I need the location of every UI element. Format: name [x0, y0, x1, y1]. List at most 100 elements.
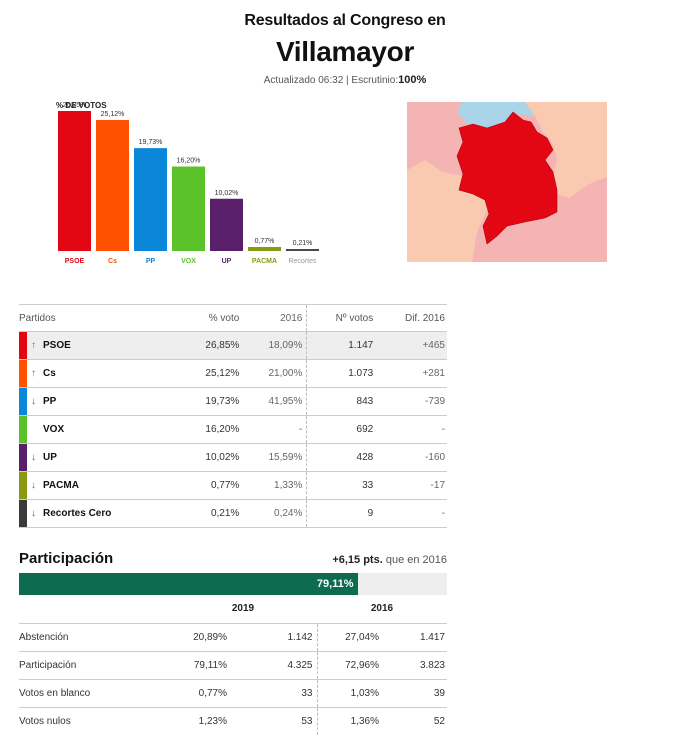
participation-diff: +6,15 pts. que en 2016 — [332, 554, 447, 566]
pct-2019-cell: 79,11% — [169, 650, 229, 679]
table-row: ↑ PSOE 26,85% 18,09% 1.147 +465 — [19, 331, 447, 360]
party-color-bar — [19, 416, 27, 443]
trend-arrow-icon: ↓ — [31, 396, 36, 407]
table-row: ↑ Cs 25,12% 21,00% 1.073 +281 — [19, 359, 447, 388]
pct-2016-cell: 1,36% — [317, 706, 381, 735]
pct-2019-cell: 1,23% — [169, 706, 229, 735]
pct-2016-cell: 18,09% — [241, 331, 308, 360]
pct-cell: 19,73% — [180, 387, 242, 416]
page-header: Resultados al Congreso en Villamayor Act… — [0, 12, 690, 86]
dif-cell: - — [375, 499, 447, 528]
dif-cell: -739 — [375, 387, 447, 416]
votes-cell: 33 — [306, 471, 376, 500]
pct-cell: 16,20% — [180, 415, 242, 444]
party-name: PACMA — [43, 480, 79, 491]
col-votes: Nº votos — [306, 304, 376, 332]
row-label: Abstención — [19, 622, 169, 651]
category-label: PACMA — [252, 258, 277, 265]
table-row: Votos nulos 1,23% 53 1,36% 52 — [19, 706, 447, 735]
pct-2016-cell: - — [241, 415, 308, 444]
party-color-bar — [19, 472, 27, 499]
participation-table: 2019 2016 Abstención 20,89% 1.142 27,04%… — [19, 595, 447, 735]
party-name: VOX — [43, 424, 65, 435]
party-color-bar — [19, 500, 27, 527]
value-label: 16,20% — [177, 158, 201, 165]
n-2019-cell: 33 — [229, 678, 318, 707]
dif-cell: - — [375, 415, 447, 444]
party-name: Recortes Cero — [43, 508, 112, 519]
participation-bar-label: 79,11% — [316, 578, 354, 590]
value-label: 25,12% — [101, 111, 125, 118]
municipality-map — [407, 102, 607, 262]
update-info: Actualizado 06:32 | Escrutinio:100% — [263, 74, 427, 86]
dif-cell: +281 — [375, 359, 447, 388]
party-color-bar — [19, 444, 27, 471]
bar-up — [210, 198, 243, 251]
table-row: Votos en blanco 0,77% 33 1,03% 39 — [19, 678, 447, 707]
table-row: VOX 16,20% - 692 - — [19, 415, 447, 444]
value-label: 0,77% — [255, 238, 275, 245]
row-label: Votos nulos — [19, 706, 169, 735]
pct-2019-cell: 0,77% — [169, 678, 229, 707]
n-2016-cell: 52 — [381, 706, 447, 735]
votes-cell: 428 — [306, 443, 376, 472]
row-label: Participación — [19, 650, 169, 679]
scrutiny-label: Escrutinio: — [351, 75, 399, 86]
pct-2016-cell: 15,59% — [241, 443, 308, 472]
table-row: ↓ PP 19,73% 41,95% 843 -739 — [19, 387, 447, 416]
n-2016-cell: 3.823 — [381, 650, 447, 679]
pct-2016-cell: 41,95% — [241, 387, 308, 416]
trend-arrow-icon: ↓ — [31, 480, 36, 491]
value-label: 0,21% — [293, 240, 313, 247]
table-row: ↓ UP 10,02% 15,59% 428 -160 — [19, 443, 447, 472]
n-2019-cell: 53 — [229, 706, 318, 735]
dif-cell: -160 — [375, 443, 447, 472]
table-row: ↓ Recortes Cero 0,21% 0,24% 9 - — [19, 499, 447, 528]
table-row: ↓ PACMA 0,77% 1,33% 33 -17 — [19, 471, 447, 500]
value-label: 26,85% — [63, 102, 87, 109]
trend-arrow-icon: ↑ — [31, 368, 36, 379]
participation-diff-text: que en 2016 — [385, 554, 447, 566]
party-color-bar — [19, 332, 27, 359]
n-2016-cell: 39 — [381, 678, 447, 707]
votes-cell: 1.147 — [306, 331, 376, 360]
table-row: Participación 79,11% 4.325 72,96% 3.823 — [19, 650, 447, 679]
pct-2016-cell: 72,96% — [317, 650, 381, 679]
category-label: UP — [222, 258, 232, 265]
pct-cell: 26,85% — [180, 331, 242, 360]
table-row: Abstención 20,89% 1.142 27,04% 1.417 — [19, 622, 447, 651]
participation-bar: 79,11% — [19, 573, 447, 595]
n-2016-cell: 1.417 — [381, 622, 447, 651]
party-name: PP — [43, 396, 57, 407]
dif-cell: +465 — [375, 331, 447, 360]
n-2019-cell: 4.325 — [229, 650, 318, 679]
row-label: Votos en blanco — [19, 678, 169, 707]
updated-label: Actualizado 06:32 — [263, 75, 344, 86]
results-table: Partidos % voto 2016 Nº votos Dif. 2016 … — [19, 304, 447, 528]
participation-diff-value: +6,15 pts. — [332, 554, 383, 566]
participation-section: Participación +6,15 pts. que en 2016 79,… — [19, 550, 447, 735]
pct-2016-cell: 21,00% — [241, 359, 308, 388]
category-label: Recortes — [288, 258, 317, 265]
results-header-row: Partidos % voto 2016 Nº votos Dif. 2016 — [19, 304, 447, 332]
bar-cs — [96, 120, 129, 252]
votes-cell: 843 — [306, 387, 376, 416]
col-dif: Dif. 2016 — [375, 304, 447, 332]
year-2019: 2019 — [231, 603, 255, 615]
town-title: Villamayor — [275, 36, 415, 67]
pct-cell: 25,12% — [180, 359, 242, 388]
value-label: 10,02% — [215, 190, 239, 197]
pct-2016-cell: 1,33% — [241, 471, 308, 500]
trend-arrow-icon: ↓ — [31, 452, 36, 463]
votes-cell: 692 — [306, 415, 376, 444]
party-name: Cs — [43, 368, 56, 379]
category-label: PP — [146, 258, 156, 265]
bar-vox — [172, 166, 205, 251]
party-name: UP — [43, 452, 57, 463]
pct-cell: 0,77% — [180, 471, 242, 500]
pct-2016-cell: 0,24% — [241, 499, 308, 528]
pct-2016-cell: 27,04% — [317, 622, 381, 651]
dif-cell: -17 — [375, 471, 447, 500]
party-color-bar — [19, 360, 27, 387]
bar-recortes — [286, 249, 319, 251]
